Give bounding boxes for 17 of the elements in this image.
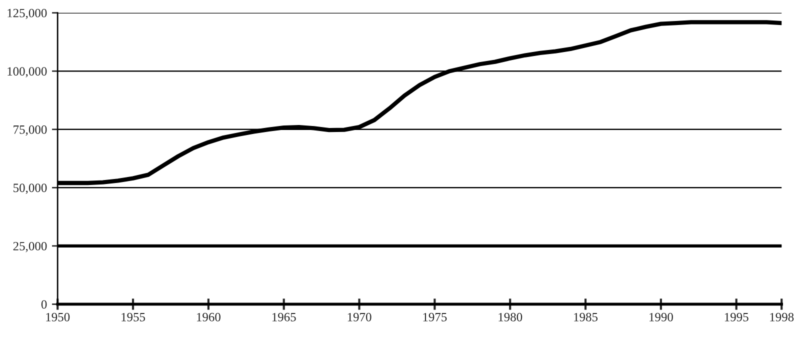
y-tick-label: 50,000 <box>14 184 47 194</box>
x-tick-label: 1995 <box>724 312 748 322</box>
y-tick-label: 125,000 <box>8 8 47 20</box>
x-tick-label: 1998 <box>770 312 794 322</box>
x-tick-label: 1975 <box>423 312 447 322</box>
x-tick-label: 1985 <box>574 312 598 322</box>
y-tick-label: 25,000 <box>13 242 47 252</box>
x-tick-label: 1970 <box>348 312 372 322</box>
x-tick-label: 1990 <box>650 312 673 322</box>
y-tick-label: 100,000 <box>8 67 47 78</box>
y-tick-label: 75,000 <box>14 125 47 136</box>
x-tick-label: 1950 <box>46 312 70 322</box>
x-tick-label: 1980 <box>498 312 522 322</box>
x-tick-label: 1955 <box>122 312 146 322</box>
y-tick-label: 0 <box>41 300 47 309</box>
x-tick-label: 1960 <box>197 312 220 322</box>
x-tick-label: 1965 <box>272 312 296 322</box>
